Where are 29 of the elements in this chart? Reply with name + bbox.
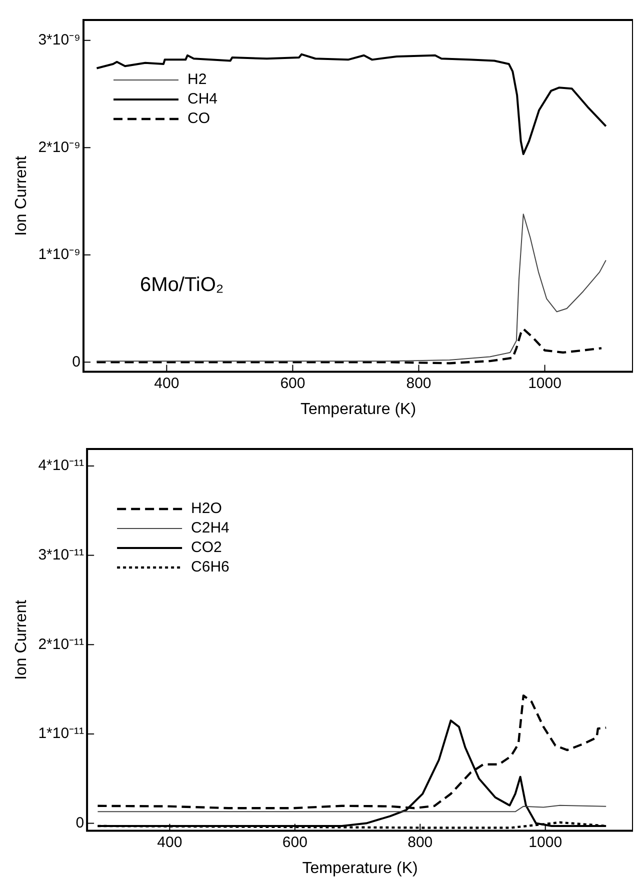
legend-label: C2H4 [191, 520, 230, 537]
y-tick-label: 1*10⁻¹¹ [38, 725, 84, 742]
x-tick-label: 400 [157, 834, 182, 851]
legend-label: H2 [187, 71, 207, 88]
x-tick-label: 600 [282, 834, 308, 851]
y-tick-label: 2*10⁻¹¹ [38, 636, 84, 653]
x-axis-title: Temperature (K) [302, 860, 418, 877]
legend-label: CO [187, 110, 210, 128]
x-tick-label: 1000 [528, 374, 562, 392]
y-axis-title: Ion Current [13, 155, 30, 236]
legend-label: CO2 [191, 539, 222, 556]
legend-label: C6H6 [191, 558, 230, 576]
y-tick-label: 2*10⁻⁹ [38, 138, 80, 156]
legend-label: H2O [191, 500, 222, 518]
y-tick-label: 0 [76, 814, 84, 832]
y-tick-label: 1*10⁻⁹ [38, 246, 80, 264]
y-tick-label: 0 [72, 353, 80, 370]
legend-label: CH4 [187, 90, 218, 108]
x-tick-label: 400 [154, 374, 180, 392]
x-tick-label: 1000 [528, 834, 562, 851]
y-tick-label: 3*10⁻¹¹ [38, 546, 84, 564]
y-axis-title: Ion Current [13, 599, 30, 680]
x-axis-title: Temperature (K) [300, 400, 416, 418]
x-tick-label: 600 [280, 374, 306, 392]
annotation: 6Mo/TiO₂ [140, 274, 224, 296]
y-tick-label: 3*10⁻⁹ [38, 32, 80, 49]
y-tick-label: 4*10⁻¹¹ [38, 457, 84, 474]
x-tick-label: 800 [406, 374, 432, 392]
x-tick-label: 800 [408, 834, 433, 851]
